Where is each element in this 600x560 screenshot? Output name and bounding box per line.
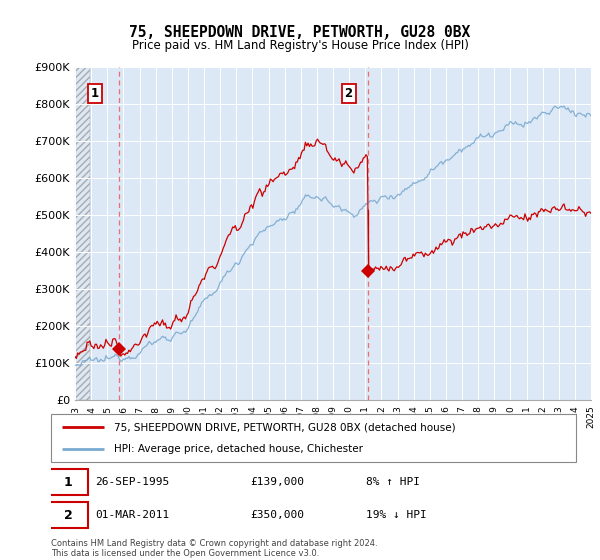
Text: 2: 2	[64, 509, 73, 522]
Text: 1: 1	[91, 87, 99, 100]
Text: 8% ↑ HPI: 8% ↑ HPI	[366, 477, 420, 487]
Text: 1: 1	[64, 476, 73, 489]
Text: 75, SHEEPDOWN DRIVE, PETWORTH, GU28 0BX (detached house): 75, SHEEPDOWN DRIVE, PETWORTH, GU28 0BX …	[114, 422, 455, 432]
Text: 75, SHEEPDOWN DRIVE, PETWORTH, GU28 0BX: 75, SHEEPDOWN DRIVE, PETWORTH, GU28 0BX	[130, 25, 470, 40]
Text: HPI: Average price, detached house, Chichester: HPI: Average price, detached house, Chic…	[114, 444, 363, 454]
FancyBboxPatch shape	[49, 469, 88, 496]
Text: Contains HM Land Registry data © Crown copyright and database right 2024.
This d: Contains HM Land Registry data © Crown c…	[51, 539, 377, 558]
Text: 19% ↓ HPI: 19% ↓ HPI	[366, 510, 427, 520]
Text: Price paid vs. HM Land Registry's House Price Index (HPI): Price paid vs. HM Land Registry's House …	[131, 39, 469, 52]
Text: £139,000: £139,000	[251, 477, 305, 487]
FancyBboxPatch shape	[51, 414, 576, 462]
FancyBboxPatch shape	[49, 502, 88, 529]
Text: 2: 2	[344, 87, 353, 100]
Polygon shape	[75, 67, 89, 400]
Text: 26-SEP-1995: 26-SEP-1995	[95, 477, 170, 487]
Text: £350,000: £350,000	[251, 510, 305, 520]
Text: 01-MAR-2011: 01-MAR-2011	[95, 510, 170, 520]
